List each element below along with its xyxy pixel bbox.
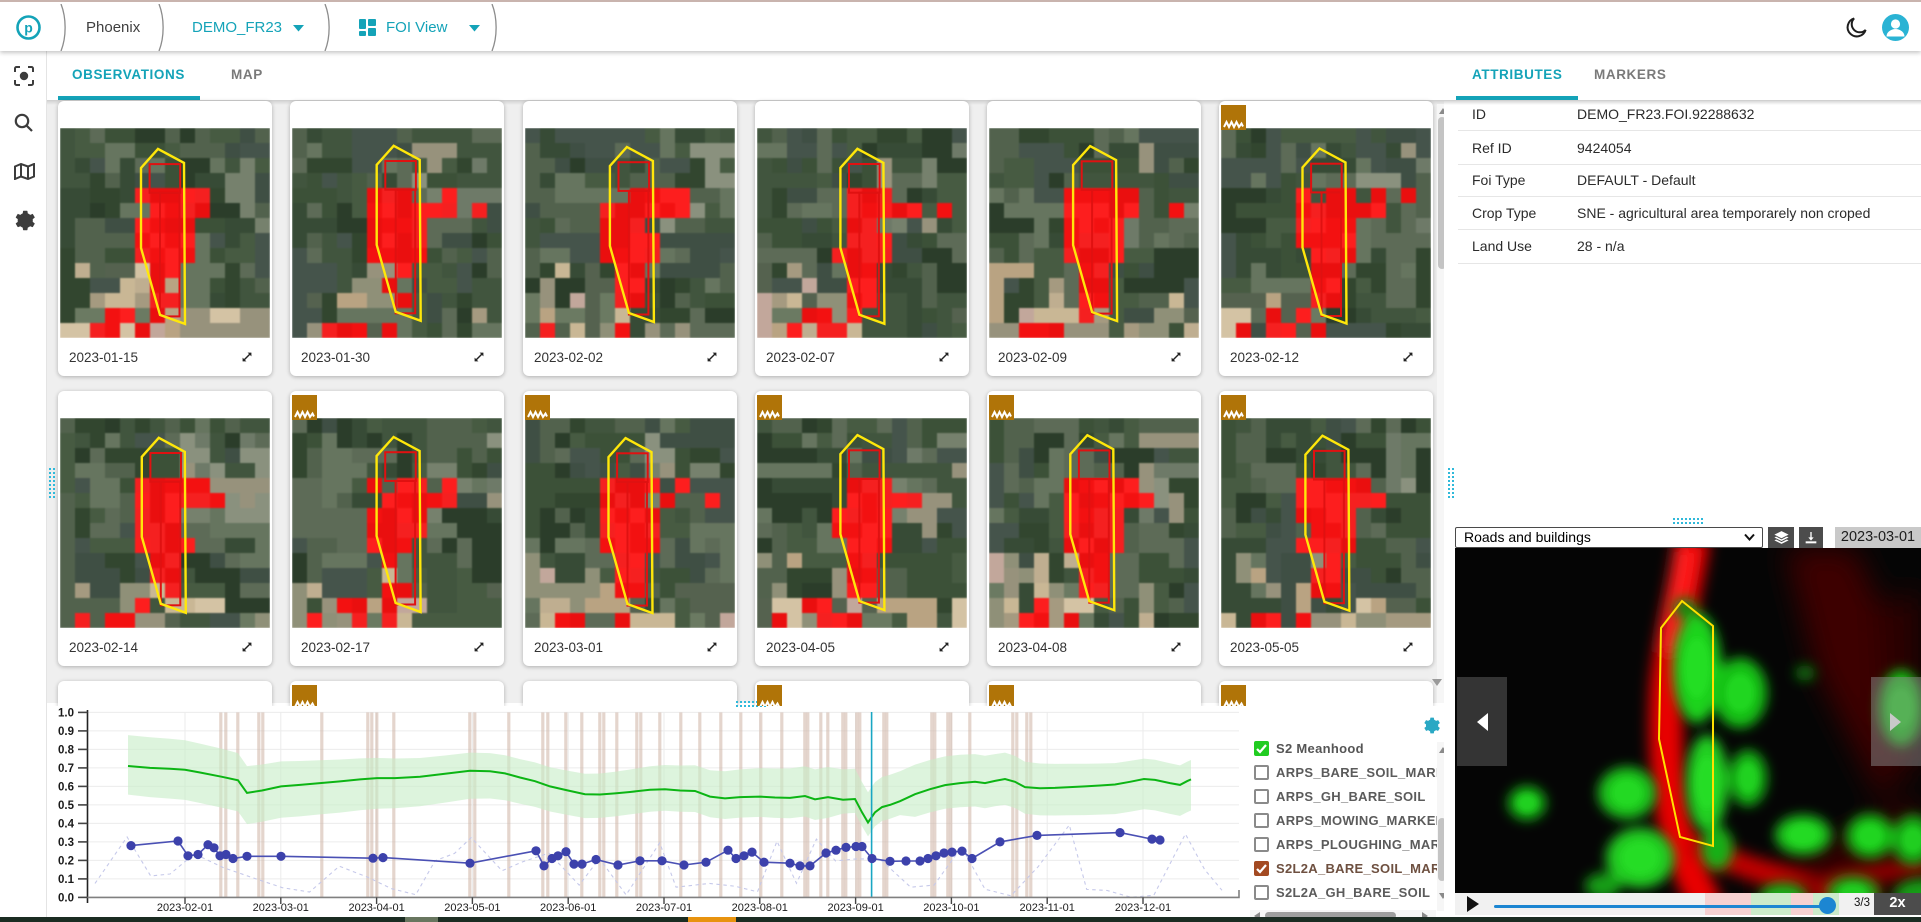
svg-text:0.3: 0.3	[58, 837, 74, 849]
svg-text:2023-04-01: 2023-04-01	[348, 902, 404, 914]
svg-text:0.2: 0.2	[58, 855, 74, 867]
svg-text:2023-12-01: 2023-12-01	[1115, 902, 1171, 914]
svg-text:0.0: 0.0	[58, 892, 74, 904]
svg-text:0.7: 0.7	[58, 763, 74, 775]
svg-text:0.5: 0.5	[58, 800, 75, 812]
svg-text:2023-05-01: 2023-05-01	[444, 902, 500, 914]
svg-text:0.1: 0.1	[58, 874, 75, 886]
svg-text:2023-11-01: 2023-11-01	[1019, 902, 1074, 914]
svg-text:2023-08-01: 2023-08-01	[732, 902, 788, 914]
svg-text:2023-09-01: 2023-09-01	[827, 902, 883, 914]
svg-text:p: p	[24, 20, 33, 36]
svg-text:2023-02-01: 2023-02-01	[157, 902, 213, 914]
svg-text:2023-07-01: 2023-07-01	[636, 902, 692, 914]
svg-text:2023-10-01: 2023-10-01	[923, 902, 979, 914]
svg-text:0.8: 0.8	[58, 744, 75, 756]
svg-text:2023-06-01: 2023-06-01	[540, 902, 596, 914]
svg-text:0.9: 0.9	[58, 726, 74, 738]
svg-text:1.0: 1.0	[58, 707, 74, 719]
svg-text:0.6: 0.6	[58, 781, 74, 793]
svg-text:2023-03-01: 2023-03-01	[253, 902, 309, 914]
svg-text:0.4: 0.4	[58, 818, 75, 830]
